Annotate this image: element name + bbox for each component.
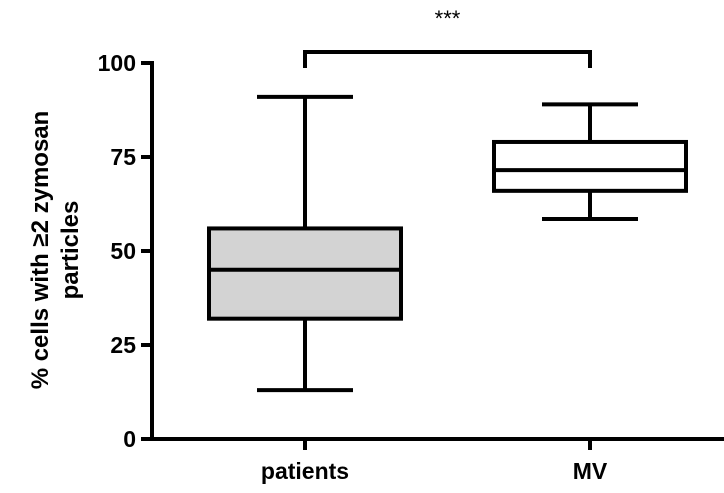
y-axis-title-line-2: particles	[57, 201, 84, 300]
y-tick-label-25: 25	[110, 332, 136, 358]
y-tick-label-75: 75	[110, 144, 136, 170]
iqr-box-patients	[207, 226, 403, 321]
box-MV	[492, 102, 688, 222]
y-axis-title: % cells with ≥2 zymosan particles	[27, 111, 84, 390]
annotations: ***	[303, 6, 592, 68]
iqr-box-MV	[492, 139, 688, 193]
box-patients	[207, 94, 403, 393]
x-tick-label-MV: MV	[573, 458, 608, 484]
y-axis-title-line-1: % cells with ≥2 zymosan	[27, 111, 54, 390]
axes: 0 25 50 75 100 patients MV	[98, 50, 724, 484]
x-tick-label-patients: patients	[261, 458, 349, 484]
y-tick-label-0: 0	[123, 426, 136, 452]
y-tick-label-100: 100	[98, 50, 136, 76]
significance-bracket	[303, 50, 592, 68]
y-tick-label-50: 50	[110, 238, 136, 264]
boxes	[207, 94, 688, 393]
significance-label: ***	[435, 6, 461, 31]
